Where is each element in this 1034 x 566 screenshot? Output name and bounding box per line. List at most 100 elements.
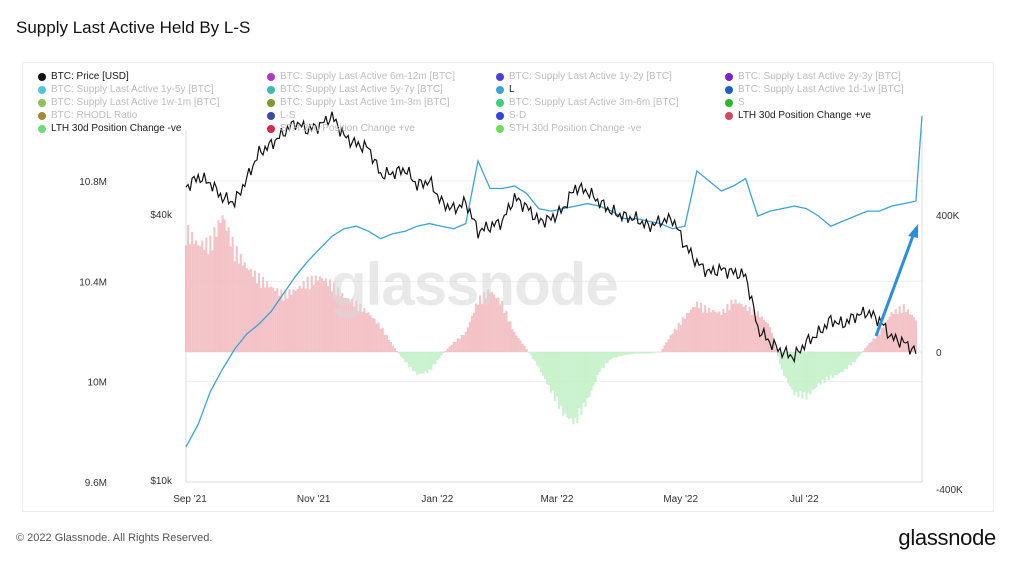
lth-position-bar [616, 352, 619, 357]
lth-position-bar [710, 312, 713, 352]
lth-position-bar [785, 352, 788, 379]
legend-item[interactable]: L-S [267, 109, 496, 122]
y-left-inner-tick: $10k [150, 476, 173, 487]
legend-swatch [496, 111, 504, 120]
lth-position-bar [444, 350, 447, 352]
l-supply-line [185, 115, 923, 448]
legend-item[interactable]: S-D [496, 109, 725, 122]
legend-item[interactable]: BTC: RHODL Ratio [38, 109, 267, 122]
lth-position-bar [699, 303, 703, 352]
legend-item[interactable]: STH 30d Position Change -ve [496, 122, 725, 135]
lth-position-bar [339, 296, 342, 352]
legend-swatch [725, 85, 733, 94]
legend-item[interactable]: BTC: Supply Last Active 5y-7y [BTC] [267, 83, 496, 96]
lth-position-bar [618, 352, 621, 357]
lth-position-bar [513, 331, 516, 352]
legend-item[interactable]: BTC: Supply Last Active 1y-5y [BTC] [38, 83, 267, 96]
lth-position-bar [779, 352, 782, 365]
legend-item[interactable]: L [496, 83, 725, 96]
lth-position-bar [742, 306, 745, 352]
lth-position-bar [722, 309, 725, 352]
legend-label: BTC: RHODL Ratio [51, 110, 138, 121]
lth-position-bar [197, 245, 200, 352]
x-tick: Jan '22 [421, 494, 453, 505]
lth-position-bar [880, 328, 883, 352]
lth-position-bar [714, 311, 717, 352]
brand-logo: glassnode [898, 525, 996, 550]
lth-position-bar [485, 298, 488, 352]
lth-position-bar [355, 300, 358, 352]
legend-swatch [496, 124, 504, 133]
lth-position-bar [231, 236, 234, 352]
legend-label: BTC: Price [USD] [51, 71, 129, 82]
x-tick: Nov '21 [297, 494, 331, 505]
lth-position-bar [643, 352, 646, 354]
lth-position-bar [193, 244, 196, 352]
copyright-text: © 2022 Glassnode. All Rights Reserved. [16, 532, 213, 544]
y-left-outer-tick: 10M [88, 378, 107, 389]
lth-position-bar [624, 352, 628, 356]
lth-position-bar [217, 220, 220, 352]
lth-position-bar [706, 312, 709, 352]
lth-position-bar [286, 298, 289, 352]
lth-position-bar [241, 265, 244, 352]
lth-position-bar [860, 352, 863, 354]
lth-position-bar [768, 327, 772, 352]
lth-position-bar [627, 352, 630, 355]
lth-position-bar [422, 352, 425, 374]
lth-position-bar [521, 343, 524, 352]
lth-position-bar [685, 312, 688, 352]
lth-position-bar [243, 262, 246, 352]
lth-position-bar [588, 352, 591, 397]
lth-position-bar [487, 289, 490, 352]
lth-position-bar [221, 215, 224, 352]
lth-position-bar [726, 304, 729, 352]
lth-position-bar [793, 352, 796, 396]
y-left-outer-tick: 9.6M [85, 478, 107, 489]
lth-position-bar [653, 352, 656, 353]
legend-item[interactable]: BTC: Supply Last Active 1w-1m [BTC] [38, 96, 267, 109]
lth-position-bar [797, 352, 800, 398]
lth-position-bar [866, 345, 869, 352]
lth-position-bar [754, 316, 757, 352]
lth-position-bar [872, 338, 875, 352]
lth-position-bar [434, 352, 437, 364]
lth-position-bar [406, 352, 409, 363]
lth-position-bar [805, 352, 808, 400]
legend-item[interactable]: LTH 30d Position Change +ve [725, 109, 954, 122]
lth-position-bar [483, 292, 486, 352]
lth-position-bar [734, 299, 737, 352]
lth-position-bar [199, 246, 202, 352]
legend-item[interactable]: BTC: Supply Last Active 6m-12m [BTC] [267, 70, 496, 83]
lth-position-bar [367, 312, 370, 352]
legend-item[interactable]: BTC: Supply Last Active 2y-3y [BTC] [725, 70, 954, 83]
lth-position-bar [377, 322, 380, 352]
y-left-outer-tick: 10.4M [79, 277, 107, 288]
lth-position-bar [270, 286, 273, 352]
lth-position-bar [580, 352, 583, 416]
lth-position-bar [829, 352, 832, 376]
legend-item[interactable]: S [725, 96, 954, 109]
lth-position-bar [326, 286, 330, 352]
legend-item[interactable]: BTC: Supply Last Active 1m-3m [BTC] [267, 96, 496, 109]
legend-item[interactable]: BTC: Price [USD] [38, 70, 267, 83]
lth-position-bar [848, 352, 851, 366]
lth-position-bar [659, 352, 662, 353]
legend-item[interactable]: BTC: Supply Last Active 3m-6m [BTC] [496, 96, 725, 109]
legend-item[interactable]: BTC: Supply Last Active 1d-1w [BTC] [725, 83, 954, 96]
legend-swatch [267, 85, 275, 94]
lth-position-bar [410, 352, 413, 367]
lth-position-bar [347, 298, 350, 352]
lth-position-bar [665, 342, 668, 352]
lth-position-bar [450, 344, 453, 352]
legend-item[interactable]: LTH 30d Position Change -ve [38, 122, 267, 135]
lth-position-bar [509, 321, 512, 352]
legend-item[interactable]: BTC: Supply Last Active 1y-2y [BTC] [496, 70, 725, 83]
legend-item[interactable]: STH 30d Position Change +ve [267, 122, 496, 135]
lth-position-bar [809, 352, 812, 395]
lth-position-bar [253, 270, 257, 352]
lth-position-bar [545, 352, 549, 385]
lth-position-bar [817, 352, 820, 384]
lth-position-bar [673, 328, 676, 352]
lth-position-bar [912, 317, 915, 352]
